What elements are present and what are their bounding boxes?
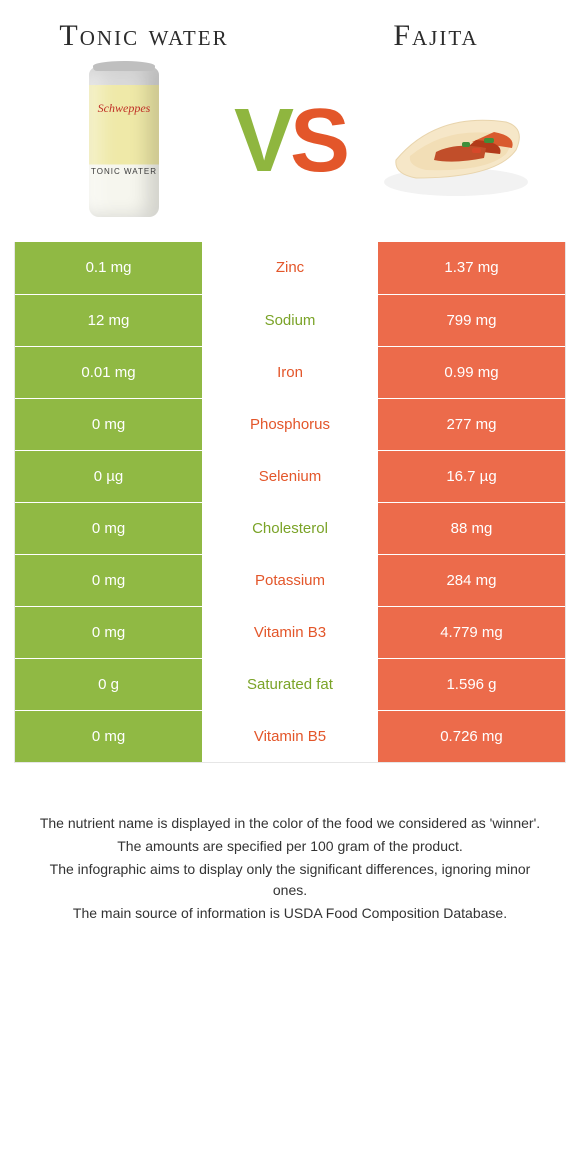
- right-value: 284 mg: [378, 555, 565, 606]
- left-food-title: Tonic water: [54, 20, 234, 52]
- vs-s: S: [290, 91, 346, 191]
- image-row: Schweppes TONIC WATER VS: [14, 62, 566, 242]
- table-row: 0 mgPhosphorus277 mg: [15, 398, 565, 450]
- right-value: 277 mg: [378, 399, 565, 450]
- nutrient-table: 0.1 mgZinc1.37 mg12 mgSodium799 mg0.01 m…: [14, 242, 566, 763]
- left-value: 0 mg: [15, 711, 202, 762]
- left-value: 0 g: [15, 659, 202, 710]
- left-value: 0.1 mg: [15, 242, 202, 294]
- table-row: 12 mgSodium799 mg: [15, 294, 565, 346]
- infographic-container: Tonic water Fajita Schweppes TONIC WATER…: [0, 0, 580, 924]
- nutrient-label: Iron: [202, 347, 378, 398]
- left-value: 0 mg: [15, 607, 202, 658]
- right-value: 4.779 mg: [378, 607, 565, 658]
- nutrient-label: Selenium: [202, 451, 378, 502]
- footer-notes: The nutrient name is displayed in the co…: [14, 763, 566, 924]
- table-row: 0 mgVitamin B50.726 mg: [15, 710, 565, 762]
- right-value: 16.7 µg: [378, 451, 565, 502]
- footer-line-3: The infographic aims to display only the…: [38, 859, 542, 901]
- vs-label: VS: [234, 90, 346, 193]
- table-row: 0 mgCholesterol88 mg: [15, 502, 565, 554]
- nutrient-label: Phosphorus: [202, 399, 378, 450]
- right-value: 1.37 mg: [378, 242, 565, 294]
- nutrient-label: Vitamin B3: [202, 607, 378, 658]
- right-value: 0.99 mg: [378, 347, 565, 398]
- can-icon: Schweppes TONIC WATER: [89, 67, 159, 217]
- table-row: 0.01 mgIron0.99 mg: [15, 346, 565, 398]
- table-row: 0 µgSelenium16.7 µg: [15, 450, 565, 502]
- right-value: 0.726 mg: [378, 711, 565, 762]
- nutrient-label: Vitamin B5: [202, 711, 378, 762]
- right-value: 88 mg: [378, 503, 565, 554]
- table-row: 0.1 mgZinc1.37 mg: [15, 242, 565, 294]
- tonic-water-image: Schweppes TONIC WATER: [44, 62, 204, 222]
- left-value: 0.01 mg: [15, 347, 202, 398]
- right-food-title: Fajita: [346, 20, 526, 52]
- left-value: 12 mg: [15, 295, 202, 346]
- can-sub-label: TONIC WATER: [89, 167, 159, 176]
- fajita-icon: [376, 82, 536, 202]
- header: Tonic water Fajita: [14, 20, 566, 52]
- left-value: 0 µg: [15, 451, 202, 502]
- nutrient-label: Potassium: [202, 555, 378, 606]
- table-row: 0 gSaturated fat1.596 g: [15, 658, 565, 710]
- fajita-image: [376, 62, 536, 222]
- footer-line-2: The amounts are specified per 100 gram o…: [38, 836, 542, 857]
- footer-line-4: The main source of information is USDA F…: [38, 903, 542, 924]
- can-brand-label: Schweppes: [89, 101, 159, 116]
- left-value: 0 mg: [15, 555, 202, 606]
- table-row: 0 mgVitamin B34.779 mg: [15, 606, 565, 658]
- table-row: 0 mgPotassium284 mg: [15, 554, 565, 606]
- nutrient-label: Cholesterol: [202, 503, 378, 554]
- right-value: 799 mg: [378, 295, 565, 346]
- right-value: 1.596 g: [378, 659, 565, 710]
- footer-line-1: The nutrient name is displayed in the co…: [38, 813, 542, 834]
- left-value: 0 mg: [15, 503, 202, 554]
- nutrient-label: Saturated fat: [202, 659, 378, 710]
- nutrient-label: Sodium: [202, 295, 378, 346]
- nutrient-label: Zinc: [202, 242, 378, 294]
- vs-v: V: [234, 91, 290, 191]
- left-value: 0 mg: [15, 399, 202, 450]
